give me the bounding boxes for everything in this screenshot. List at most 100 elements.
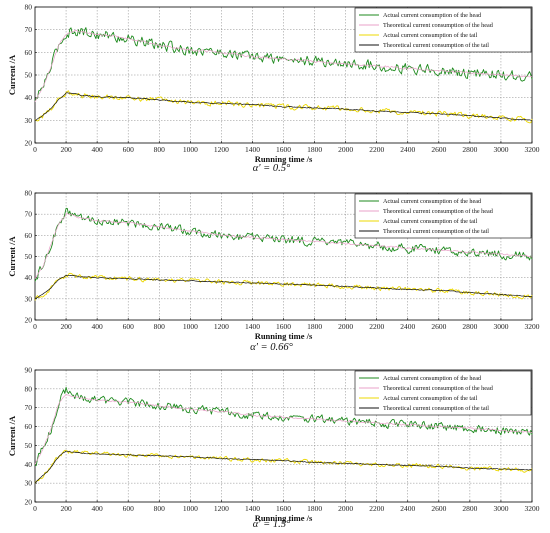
x-axis-label: Running time /s <box>255 331 313 341</box>
legend-box <box>354 193 532 239</box>
x-tick-label: 2000 <box>338 322 353 331</box>
series-line-4 <box>34 450 533 484</box>
x-tick-label: 200 <box>60 322 72 331</box>
y-axis-label: Current /A <box>7 54 17 95</box>
x-tick-label: 200 <box>60 145 72 154</box>
x-tick-label: 0 <box>33 145 37 154</box>
y-axis-label: Current /A <box>7 415 17 456</box>
y-tick-label: 50 <box>25 71 33 80</box>
x-tick-label: 2200 <box>369 145 384 154</box>
x-tick-label: 2400 <box>400 145 415 154</box>
x-tick-label: 2800 <box>462 145 477 154</box>
x-tick-label: 1200 <box>214 322 229 331</box>
y-tick-label: 90 <box>25 366 33 375</box>
x-tick-label: 1400 <box>245 322 260 331</box>
x-tick-label: 600 <box>123 322 135 331</box>
chart-caption: α' = 0.5° <box>253 163 291 174</box>
legend-entry: Actual current consumption of the head <box>383 198 482 205</box>
y-tick-label: 40 <box>25 460 33 469</box>
x-tick-label: 3200 <box>525 145 540 154</box>
x-tick-label: 2400 <box>400 322 415 331</box>
x-tick-label: 2600 <box>431 322 446 331</box>
chart-caption: α' = 0.66° <box>250 342 293 353</box>
series-line-4 <box>34 275 533 300</box>
series-line-4 <box>34 92 533 121</box>
legend-entry: Theoretical current consumption of the h… <box>383 22 494 29</box>
legend-box <box>354 370 532 416</box>
legend-entry: Theoretical current consumption of the h… <box>383 385 494 392</box>
legend-entry: Actual current consumption of the head <box>383 12 482 19</box>
y-tick-label: 80 <box>25 189 33 198</box>
x-tick-label: 1000 <box>183 322 198 331</box>
x-tick-label: 800 <box>154 322 166 331</box>
series-line-2 <box>34 30 533 103</box>
chart-panel-1: 0 200 400 600 800 1000 1200 1400 1600 1800 2000 220… <box>7 3 540 175</box>
y-tick-label: 30 <box>25 479 33 488</box>
x-tick-label: 1000 <box>183 145 198 154</box>
series-line-1 <box>34 207 533 282</box>
x-tick-label: 1200 <box>214 145 229 154</box>
y-tick-label: 20 <box>25 139 33 148</box>
x-tick-label: 1200 <box>214 504 229 513</box>
legend-entry: Actual current consumption of the head <box>383 375 482 382</box>
x-tick-label: 2800 <box>462 322 477 331</box>
chart-panel-2: 0 200 400 600 800 1000 1200 1400 1600 1800 2000 220… <box>7 189 540 354</box>
legend: Actual current consumption of the head Th… <box>354 370 532 416</box>
legend-entry: Actual current consumption of the tail <box>383 218 478 225</box>
legend-entry: Actual current consumption of the tail <box>383 32 478 39</box>
y-tick-label: 50 <box>25 252 33 261</box>
y-axis-label: Current /A <box>7 236 17 277</box>
x-tick-label: 2200 <box>369 322 384 331</box>
x-tick-label: 1000 <box>183 504 198 513</box>
y-tick-label: 30 <box>25 294 33 303</box>
x-tick-label: 3000 <box>493 322 508 331</box>
legend: Actual current consumption of the head Th… <box>354 7 532 53</box>
legend-entry: Theoretical current consumption of the t… <box>383 405 489 412</box>
legend: Actual current consumption of the head Th… <box>354 193 532 239</box>
y-tick-label: 70 <box>25 25 33 34</box>
x-axis-label: Running time /s <box>255 154 313 164</box>
series-line-2 <box>34 213 533 279</box>
x-tick-label: 2200 <box>369 504 384 513</box>
x-tick-label: 1600 <box>276 145 291 154</box>
x-tick-label: 800 <box>154 145 166 154</box>
x-tick-label: 1600 <box>276 322 291 331</box>
x-tick-label: 400 <box>92 322 104 331</box>
legend-entry: Theoretical current consumption of the h… <box>383 208 494 215</box>
x-tick-label: 2000 <box>338 145 353 154</box>
series-line-3 <box>34 272 533 301</box>
y-tick-label: 60 <box>25 422 33 431</box>
x-tick-label: 1400 <box>245 145 260 154</box>
x-tick-label: 3200 <box>525 504 540 513</box>
legend-entry: Theoretical current consumption of the t… <box>383 228 489 235</box>
x-tick-label: 1600 <box>276 504 291 513</box>
x-tick-label: 600 <box>123 504 135 513</box>
chart-panel-3: 0 200 400 600 800 1000 1200 1400 1600 1800 2000 220… <box>7 366 540 531</box>
series-line-2 <box>34 393 532 465</box>
y-tick-label: 40 <box>25 273 33 282</box>
y-tick-label: 60 <box>25 48 33 57</box>
x-tick-label: 600 <box>123 145 135 154</box>
y-tick-label: 50 <box>25 441 33 450</box>
y-tick-label: 40 <box>25 93 33 102</box>
series-line-3 <box>34 90 533 124</box>
x-tick-label: 2400 <box>400 504 415 513</box>
y-tick-label: 70 <box>25 403 33 412</box>
legend-entry: Actual current consumption of the tail <box>383 395 478 402</box>
x-tick-label: 2000 <box>338 504 353 513</box>
x-tick-label: 1400 <box>245 504 260 513</box>
x-tick-label: 1800 <box>307 504 322 513</box>
y-tick-label: 30 <box>25 116 33 125</box>
y-tick-label: 80 <box>25 384 33 393</box>
x-tick-label: 400 <box>92 504 104 513</box>
y-tick-label: 70 <box>25 210 33 219</box>
y-tick-label: 60 <box>25 231 33 240</box>
x-tick-label: 800 <box>154 504 166 513</box>
x-tick-label: 2800 <box>462 504 477 513</box>
x-axis-label: Running time /s <box>255 513 313 523</box>
chart-caption: α' = 1.5° <box>253 519 291 530</box>
x-tick-label: 3200 <box>525 322 540 331</box>
legend-entry: Theoretical current consumption of the t… <box>383 42 489 49</box>
x-tick-label: 200 <box>60 504 72 513</box>
